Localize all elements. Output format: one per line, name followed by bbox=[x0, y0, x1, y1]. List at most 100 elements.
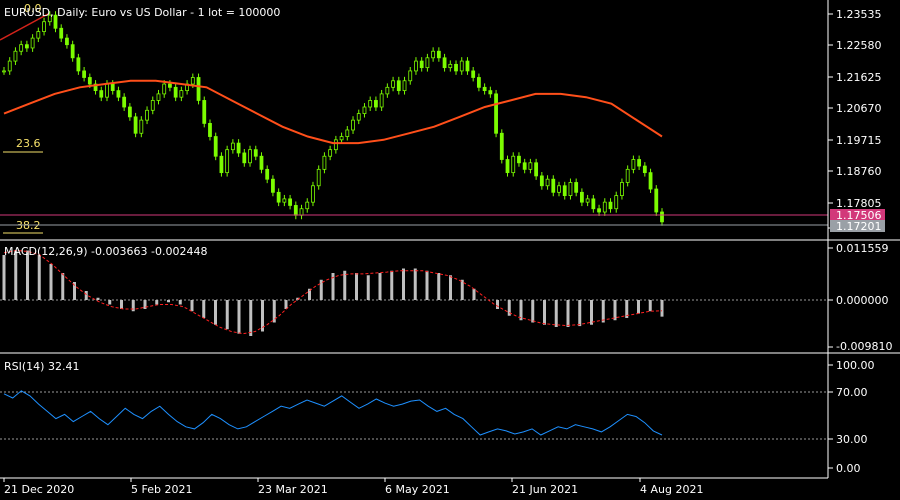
candle-body bbox=[248, 149, 252, 164]
candle-body bbox=[150, 100, 155, 111]
candle-body bbox=[477, 77, 481, 88]
candle-body bbox=[425, 57, 430, 69]
candle-body bbox=[24, 44, 29, 49]
bid-price-tag bbox=[830, 209, 885, 221]
candle-body bbox=[328, 149, 333, 157]
macd-panel[interactable]: MACD(12,26,9) -0.003663 -0.002448 bbox=[0, 241, 828, 351]
candle-body bbox=[93, 83, 98, 92]
candle-body bbox=[316, 168, 321, 187]
candle-body bbox=[368, 100, 373, 108]
candle-body bbox=[173, 86, 178, 98]
candle-body bbox=[213, 136, 218, 157]
price-tick-label: 1.20670 bbox=[836, 102, 882, 115]
candle-body bbox=[625, 168, 630, 183]
candle-body bbox=[488, 90, 493, 95]
candle-body bbox=[637, 159, 642, 167]
candle-body bbox=[585, 198, 590, 203]
candle-body bbox=[465, 60, 470, 72]
candle-body bbox=[454, 63, 458, 72]
candle-body bbox=[345, 129, 350, 137]
candle-body bbox=[99, 90, 104, 98]
candle-body bbox=[379, 93, 384, 108]
rsi-axis: 100.00 70.00 30.00 0.00 bbox=[828, 359, 875, 475]
rsi-label: RSI(14) 32.41 bbox=[4, 360, 79, 373]
candle-body bbox=[190, 77, 195, 85]
price-tick: 1.20670 bbox=[828, 102, 882, 115]
candle-body bbox=[522, 162, 527, 170]
candle-body bbox=[168, 83, 172, 88]
candle-body bbox=[82, 70, 87, 78]
candle-body bbox=[236, 142, 241, 154]
macd-tick: 0.000000 bbox=[828, 294, 889, 307]
candle-body bbox=[36, 31, 41, 39]
candle-body bbox=[299, 208, 304, 216]
candle-body bbox=[528, 162, 533, 170]
macd-axis: 0.011559 0.000000 -0.009810 bbox=[828, 242, 892, 353]
candle-body bbox=[511, 155, 516, 174]
rsi-tick: 100.00 bbox=[828, 359, 875, 372]
price-tick: 1.19715 bbox=[828, 134, 882, 147]
main-price-panel[interactable]: 0.0 23.6 38.2 EURUSD, Daily: Euro vs US … bbox=[0, 0, 828, 239]
candle-body bbox=[545, 178, 550, 187]
candle-body bbox=[419, 60, 424, 69]
candle-body bbox=[391, 80, 395, 88]
candle-body bbox=[597, 208, 601, 213]
macd-tick: -0.009810 bbox=[828, 340, 892, 353]
time-tick: 23 Mar 2021 bbox=[257, 478, 328, 496]
price-tick-label: 1.18760 bbox=[836, 165, 882, 178]
chart-title: EURUSD, Daily: Euro vs US Dollar - 1 lot… bbox=[4, 6, 280, 19]
price-tick: 1.21625 bbox=[828, 71, 882, 84]
candle-body bbox=[591, 198, 596, 210]
candle-body bbox=[351, 119, 355, 131]
candle-body bbox=[42, 21, 46, 32]
candle-body bbox=[471, 70, 476, 78]
candle-body bbox=[122, 96, 127, 108]
candle-body bbox=[631, 159, 636, 170]
candle-body bbox=[579, 191, 584, 203]
rsi-line bbox=[3, 390, 663, 436]
price-tick: 1.23535 bbox=[828, 8, 882, 21]
candle-body bbox=[602, 201, 607, 213]
fibo-trendline bbox=[0, 13, 49, 41]
candle-body bbox=[557, 185, 561, 193]
price-tick-label: 1.22580 bbox=[836, 39, 882, 52]
candle-body bbox=[620, 182, 624, 197]
candle-body bbox=[70, 44, 75, 59]
time-tick: 4 Aug 2021 bbox=[639, 478, 703, 496]
candle-body bbox=[230, 142, 235, 151]
price-axis[interactable]: 1.23535 1.22580 1.21625 1.20670 1.19715 … bbox=[828, 8, 885, 235]
candle-body bbox=[271, 178, 275, 193]
candle-body bbox=[7, 60, 12, 72]
ask-price-tag-label: 1.17201 bbox=[836, 220, 882, 233]
macd-tick-label: 0.011559 bbox=[836, 242, 889, 255]
candle-body bbox=[648, 172, 653, 190]
candle-body bbox=[47, 14, 52, 23]
candle-body bbox=[265, 168, 270, 180]
price-tick-label: 1.23535 bbox=[836, 8, 882, 21]
candle-body bbox=[374, 100, 378, 108]
candle-body bbox=[654, 188, 659, 213]
candle-body bbox=[196, 77, 201, 101]
rsi-tick: 0.00 bbox=[828, 462, 861, 475]
macd-tick: 0.011559 bbox=[828, 242, 889, 255]
time-axis[interactable]: 21 Dec 2020 5 Feb 2021 23 Mar 2021 6 May… bbox=[3, 478, 703, 496]
candle-body bbox=[225, 149, 230, 174]
candle-body bbox=[253, 149, 258, 157]
candle-body bbox=[288, 198, 292, 206]
price-candles bbox=[2, 11, 664, 226]
time-tick-label: 21 Dec 2020 bbox=[4, 483, 74, 496]
candle-body bbox=[574, 182, 579, 193]
time-tick: 6 May 2021 bbox=[384, 478, 450, 496]
candle-body bbox=[448, 63, 453, 69]
candle-body bbox=[385, 86, 390, 95]
candle-body bbox=[19, 44, 24, 52]
candle-body bbox=[13, 50, 18, 62]
bid-price-tag-label: 1.17506 bbox=[836, 209, 882, 222]
ask-price-tag bbox=[830, 220, 885, 232]
rsi-panel[interactable]: RSI(14) 32.41 bbox=[0, 354, 828, 478]
candle-body bbox=[459, 60, 464, 72]
candle-body bbox=[562, 185, 567, 197]
time-tick: 5 Feb 2021 bbox=[130, 478, 192, 496]
candle-body bbox=[127, 106, 132, 118]
